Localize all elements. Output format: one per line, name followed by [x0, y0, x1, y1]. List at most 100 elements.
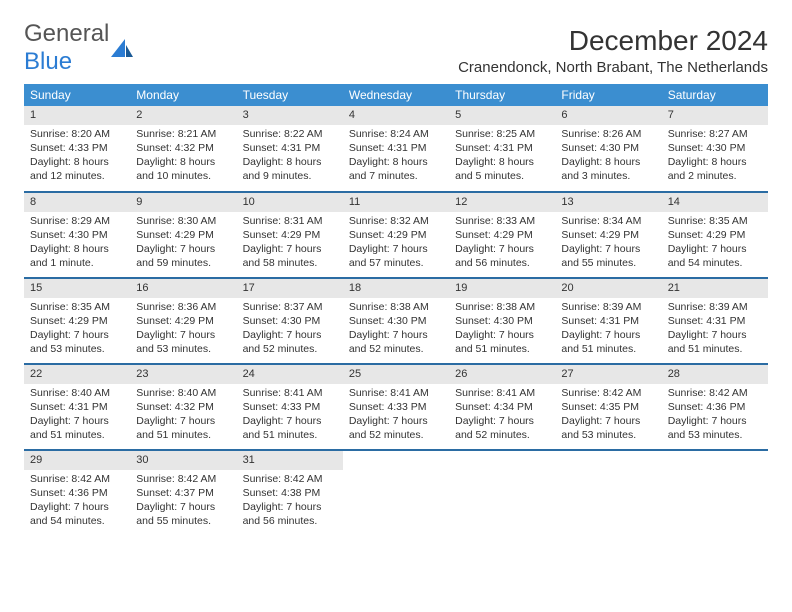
logo-word2: Blue: [24, 48, 72, 75]
daylight-line: Daylight: 7 hours and 51 minutes.: [561, 328, 655, 356]
sunrise-line: Sunrise: 8:42 AM: [243, 472, 337, 486]
daylight-line: Daylight: 7 hours and 51 minutes.: [136, 414, 230, 442]
daylight-line: Daylight: 7 hours and 52 minutes.: [349, 328, 443, 356]
calendar-row: 8Sunrise: 8:29 AMSunset: 4:30 PMDaylight…: [24, 192, 768, 278]
day-content: Sunrise: 8:38 AMSunset: 4:30 PMDaylight:…: [343, 298, 449, 361]
day-content: Sunrise: 8:41 AMSunset: 4:34 PMDaylight:…: [449, 384, 555, 447]
sunrise-line: Sunrise: 8:39 AM: [561, 300, 655, 314]
day-content: Sunrise: 8:35 AMSunset: 4:29 PMDaylight:…: [24, 298, 130, 361]
calendar-cell: 14Sunrise: 8:35 AMSunset: 4:29 PMDayligh…: [662, 192, 768, 278]
sunrise-line: Sunrise: 8:37 AM: [243, 300, 337, 314]
daylight-line: Daylight: 7 hours and 53 minutes.: [136, 328, 230, 356]
daylight-line: Daylight: 7 hours and 51 minutes.: [243, 414, 337, 442]
sunset-line: Sunset: 4:33 PM: [349, 400, 443, 414]
sunset-line: Sunset: 4:30 PM: [349, 314, 443, 328]
day-content: Sunrise: 8:24 AMSunset: 4:31 PMDaylight:…: [343, 125, 449, 188]
day-content: Sunrise: 8:42 AMSunset: 4:38 PMDaylight:…: [237, 470, 343, 533]
sunrise-line: Sunrise: 8:42 AM: [136, 472, 230, 486]
day-number: 4: [343, 106, 449, 125]
day-number: 13: [555, 193, 661, 212]
calendar-cell: 2Sunrise: 8:21 AMSunset: 4:32 PMDaylight…: [130, 106, 236, 192]
day-number: 15: [24, 279, 130, 298]
calendar-row: 22Sunrise: 8:40 AMSunset: 4:31 PMDayligh…: [24, 364, 768, 450]
daylight-line: Daylight: 7 hours and 52 minutes.: [243, 328, 337, 356]
sunrise-line: Sunrise: 8:31 AM: [243, 214, 337, 228]
sunrise-line: Sunrise: 8:40 AM: [136, 386, 230, 400]
daylight-line: Daylight: 8 hours and 10 minutes.: [136, 155, 230, 183]
day-content: Sunrise: 8:22 AMSunset: 4:31 PMDaylight:…: [237, 125, 343, 188]
calendar-cell: 12Sunrise: 8:33 AMSunset: 4:29 PMDayligh…: [449, 192, 555, 278]
day-content: Sunrise: 8:40 AMSunset: 4:32 PMDaylight:…: [130, 384, 236, 447]
sunrise-line: Sunrise: 8:41 AM: [455, 386, 549, 400]
daylight-line: Daylight: 7 hours and 53 minutes.: [561, 414, 655, 442]
sunset-line: Sunset: 4:31 PM: [30, 400, 124, 414]
calendar-cell: 3Sunrise: 8:22 AMSunset: 4:31 PMDaylight…: [237, 106, 343, 192]
day-content: Sunrise: 8:40 AMSunset: 4:31 PMDaylight:…: [24, 384, 130, 447]
calendar-cell: 23Sunrise: 8:40 AMSunset: 4:32 PMDayligh…: [130, 364, 236, 450]
sunrise-line: Sunrise: 8:25 AM: [455, 127, 549, 141]
sunset-line: Sunset: 4:37 PM: [136, 486, 230, 500]
logo-text: General Blue: [24, 20, 109, 76]
sunrise-line: Sunrise: 8:40 AM: [30, 386, 124, 400]
daylight-line: Daylight: 8 hours and 7 minutes.: [349, 155, 443, 183]
day-content: Sunrise: 8:27 AMSunset: 4:30 PMDaylight:…: [662, 125, 768, 188]
daylight-line: Daylight: 8 hours and 9 minutes.: [243, 155, 337, 183]
day-content: Sunrise: 8:36 AMSunset: 4:29 PMDaylight:…: [130, 298, 236, 361]
calendar-cell: 27Sunrise: 8:42 AMSunset: 4:35 PMDayligh…: [555, 364, 661, 450]
day-content: Sunrise: 8:37 AMSunset: 4:30 PMDaylight:…: [237, 298, 343, 361]
calendar-cell: 9Sunrise: 8:30 AMSunset: 4:29 PMDaylight…: [130, 192, 236, 278]
sunrise-line: Sunrise: 8:39 AM: [668, 300, 762, 314]
sunset-line: Sunset: 4:29 PM: [243, 228, 337, 242]
sunset-line: Sunset: 4:29 PM: [561, 228, 655, 242]
logo-word1: General: [24, 20, 109, 47]
calendar-cell: 6Sunrise: 8:26 AMSunset: 4:30 PMDaylight…: [555, 106, 661, 192]
logo-sail-icon: [111, 39, 133, 57]
calendar-cell: 16Sunrise: 8:36 AMSunset: 4:29 PMDayligh…: [130, 278, 236, 364]
day-content: Sunrise: 8:39 AMSunset: 4:31 PMDaylight:…: [662, 298, 768, 361]
day-number: 1: [24, 106, 130, 125]
day-number: 23: [130, 365, 236, 384]
daylight-line: Daylight: 8 hours and 2 minutes.: [668, 155, 762, 183]
day-number: 24: [237, 365, 343, 384]
calendar-cell: 7Sunrise: 8:27 AMSunset: 4:30 PMDaylight…: [662, 106, 768, 192]
day-number: 16: [130, 279, 236, 298]
calendar-row: 15Sunrise: 8:35 AMSunset: 4:29 PMDayligh…: [24, 278, 768, 364]
weekday-header: Friday: [555, 84, 661, 106]
daylight-line: Daylight: 7 hours and 52 minutes.: [455, 414, 549, 442]
header: General Blue December 2024 Cranendonck, …: [24, 20, 768, 76]
daylight-line: Daylight: 7 hours and 51 minutes.: [455, 328, 549, 356]
location: Cranendonck, North Brabant, The Netherla…: [458, 59, 768, 76]
day-content: Sunrise: 8:39 AMSunset: 4:31 PMDaylight:…: [555, 298, 661, 361]
daylight-line: Daylight: 7 hours and 55 minutes.: [561, 242, 655, 270]
sunset-line: Sunset: 4:30 PM: [243, 314, 337, 328]
sunrise-line: Sunrise: 8:38 AM: [349, 300, 443, 314]
sunrise-line: Sunrise: 8:41 AM: [349, 386, 443, 400]
daylight-line: Daylight: 8 hours and 12 minutes.: [30, 155, 124, 183]
sunset-line: Sunset: 4:36 PM: [668, 400, 762, 414]
sunset-line: Sunset: 4:29 PM: [349, 228, 443, 242]
daylight-line: Daylight: 8 hours and 1 minute.: [30, 242, 124, 270]
calendar-row: 1Sunrise: 8:20 AMSunset: 4:33 PMDaylight…: [24, 106, 768, 192]
calendar-cell: [555, 450, 661, 536]
daylight-line: Daylight: 7 hours and 54 minutes.: [668, 242, 762, 270]
sunset-line: Sunset: 4:34 PM: [455, 400, 549, 414]
sunset-line: Sunset: 4:33 PM: [30, 141, 124, 155]
day-number: 20: [555, 279, 661, 298]
daylight-line: Daylight: 8 hours and 5 minutes.: [455, 155, 549, 183]
sunset-line: Sunset: 4:35 PM: [561, 400, 655, 414]
weekday-header: Monday: [130, 84, 236, 106]
sunrise-line: Sunrise: 8:29 AM: [30, 214, 124, 228]
daylight-line: Daylight: 7 hours and 56 minutes.: [455, 242, 549, 270]
daylight-line: Daylight: 7 hours and 53 minutes.: [30, 328, 124, 356]
day-number: 30: [130, 451, 236, 470]
calendar-cell: 24Sunrise: 8:41 AMSunset: 4:33 PMDayligh…: [237, 364, 343, 450]
day-number: 31: [237, 451, 343, 470]
day-number: 9: [130, 193, 236, 212]
weekday-row: SundayMondayTuesdayWednesdayThursdayFrid…: [24, 84, 768, 106]
calendar-table: SundayMondayTuesdayWednesdayThursdayFrid…: [24, 84, 768, 536]
sunrise-line: Sunrise: 8:22 AM: [243, 127, 337, 141]
day-number: 10: [237, 193, 343, 212]
day-content: Sunrise: 8:26 AMSunset: 4:30 PMDaylight:…: [555, 125, 661, 188]
day-content: Sunrise: 8:25 AMSunset: 4:31 PMDaylight:…: [449, 125, 555, 188]
day-content: Sunrise: 8:34 AMSunset: 4:29 PMDaylight:…: [555, 212, 661, 275]
